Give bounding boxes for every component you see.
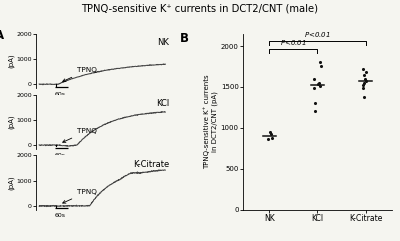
Point: [317, 65, 324, 68]
Point: [267, 130, 273, 134]
Y-axis label: (pA): (pA): [8, 175, 15, 190]
Point: [360, 95, 367, 99]
Point: [312, 110, 318, 114]
Text: 60s: 60s: [55, 153, 66, 158]
Point: [360, 86, 366, 90]
Y-axis label: (pA): (pA): [8, 114, 15, 129]
Point: [268, 133, 274, 136]
Text: TPNQ: TPNQ: [63, 128, 97, 142]
Point: [316, 81, 322, 85]
Text: $P$<0.01: $P$<0.01: [280, 38, 307, 47]
Y-axis label: TPNQ-sensitive K⁺ currents
in DCT2/CNT (pA): TPNQ-sensitive K⁺ currents in DCT2/CNT (…: [204, 74, 218, 169]
Y-axis label: (pA): (pA): [8, 54, 15, 68]
Point: [311, 77, 317, 81]
Point: [316, 60, 323, 64]
Point: [269, 136, 276, 140]
Text: TPNQ: TPNQ: [63, 67, 97, 81]
Point: [363, 70, 370, 74]
Text: 60s: 60s: [55, 92, 66, 97]
Text: 60s: 60s: [55, 214, 66, 218]
Text: A: A: [0, 29, 4, 42]
Point: [265, 137, 272, 141]
Point: [317, 84, 323, 88]
Point: [361, 81, 368, 85]
Text: B: B: [180, 32, 189, 45]
Text: NK: NK: [157, 38, 169, 47]
Point: [311, 86, 318, 90]
Text: TPNQ-sensitive K⁺ currents in DCT2/CNT (male): TPNQ-sensitive K⁺ currents in DCT2/CNT (…: [82, 4, 318, 13]
Text: K-Citrate: K-Citrate: [133, 160, 169, 169]
Point: [315, 83, 321, 87]
Text: $P$<0.01: $P$<0.01: [304, 30, 331, 39]
Point: [312, 101, 318, 105]
Point: [360, 83, 366, 87]
Point: [361, 74, 367, 77]
Text: KCl: KCl: [156, 99, 169, 108]
Text: TPNQ: TPNQ: [63, 189, 97, 203]
Point: [360, 67, 366, 71]
Point: [362, 77, 368, 81]
Point: [362, 79, 369, 83]
